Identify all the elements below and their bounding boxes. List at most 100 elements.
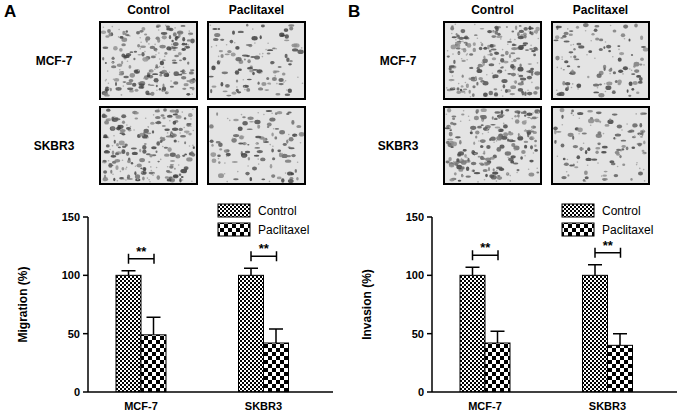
pore-speck (502, 49, 504, 51)
cell-speck (505, 51, 509, 55)
cell-speck (172, 128, 178, 131)
cell-speck (241, 153, 247, 158)
pore-speck (512, 118, 514, 120)
cell-speck (264, 89, 269, 91)
cell-speck (172, 59, 177, 61)
cell-speck (266, 77, 269, 80)
cell-speck (513, 162, 518, 164)
cell-speck (524, 92, 527, 96)
cell-speck (564, 41, 570, 43)
cell-speck (152, 73, 158, 75)
pore-speck (455, 39, 457, 41)
cell-speck (463, 89, 467, 91)
cell-speck (622, 145, 626, 148)
cell-speck (126, 152, 129, 156)
pore-speck (486, 129, 488, 131)
cell-speck (106, 109, 110, 112)
pore-speck (118, 29, 120, 31)
pore-speck (562, 124, 564, 126)
pore-speck (471, 170, 473, 172)
cell-speck (452, 118, 455, 120)
pore-speck (597, 87, 599, 89)
cell-speck (533, 91, 537, 95)
cell-speck (124, 55, 130, 58)
cell-speck (111, 155, 117, 158)
pore-speck (190, 69, 192, 71)
cell-speck (104, 151, 110, 154)
cell-speck (170, 131, 172, 134)
panel: AControlPaclitaxelMCF-7SKBR3****05010015… (4, 2, 333, 412)
cell-speck (455, 136, 461, 138)
pore-speck (108, 88, 110, 90)
cell-speck (483, 81, 489, 85)
cell-speck (243, 85, 249, 88)
cell-speck (116, 143, 119, 147)
cell-speck (459, 140, 462, 144)
cell-speck (192, 153, 195, 156)
cell-speck (515, 119, 520, 123)
pore-speck (612, 56, 614, 58)
cell-speck (640, 58, 644, 61)
cell-speck (472, 169, 475, 172)
cell-speck (132, 83, 136, 87)
cell-speck (142, 145, 146, 150)
cell-speck (533, 47, 537, 51)
cell-speck (267, 126, 269, 128)
cell-speck (569, 51, 574, 53)
cell-speck (587, 76, 589, 78)
cell-speck (273, 70, 277, 73)
cell-speck (181, 73, 187, 75)
cell-speck (613, 29, 617, 32)
pore-speck (193, 130, 195, 132)
cell-speck (130, 51, 134, 53)
bar (264, 343, 289, 392)
cell-speck (555, 56, 559, 61)
cell-speck (182, 37, 185, 42)
cell-speck (217, 60, 220, 64)
pore-speck (557, 67, 559, 69)
cell-speck (456, 91, 461, 94)
cell-speck (134, 70, 139, 74)
cell-speck (494, 118, 498, 120)
pore-speck (460, 160, 462, 162)
cell-speck (500, 58, 504, 63)
cell-speck (126, 82, 132, 85)
cell-speck (520, 77, 526, 80)
pore-speck (507, 173, 509, 175)
cell-speck (574, 59, 579, 61)
cell-speck (483, 127, 489, 131)
cell-speck (190, 39, 195, 44)
cell-speck (236, 57, 242, 61)
cell-speck (238, 126, 243, 131)
cell-speck (107, 29, 111, 33)
cell-speck (514, 115, 516, 118)
cell-speck (139, 158, 145, 162)
cell-speck (226, 95, 231, 97)
pore-speck (466, 157, 468, 159)
cell-speck (139, 30, 143, 33)
cell-speck (508, 131, 511, 133)
cell-speck (507, 41, 512, 43)
cell-speck (120, 36, 124, 39)
figure: AControlPaclitaxelMCF-7SKBR3****05010015… (0, 0, 677, 419)
pore-speck (227, 118, 229, 120)
cell-speck (162, 86, 166, 91)
pore-speck (488, 128, 490, 130)
cell-speck (617, 125, 622, 129)
cell-speck (554, 130, 557, 135)
cell-speck (213, 38, 219, 41)
pore-speck (114, 116, 116, 118)
cell-speck (512, 44, 517, 46)
cell-speck (250, 177, 253, 181)
pore-speck (191, 82, 193, 84)
cell-speck (119, 141, 125, 146)
cell-speck (278, 83, 283, 85)
pore-speck (639, 134, 641, 136)
pore-speck (150, 166, 152, 168)
cell-speck (160, 137, 163, 140)
cell-speck (295, 169, 297, 173)
cell-speck (247, 144, 249, 146)
cell-speck (184, 141, 186, 144)
cell-speck (453, 60, 455, 64)
pore-speck (587, 164, 589, 166)
